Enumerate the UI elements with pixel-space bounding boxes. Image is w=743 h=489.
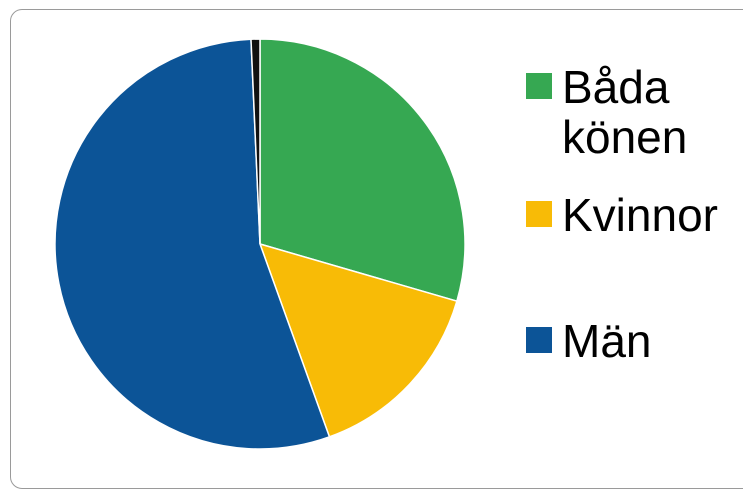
pie-slice-båda-könen: [259, 38, 466, 303]
legend-item-man: Män: [526, 316, 743, 366]
pie-chart: [54, 38, 466, 450]
pie-slice-män: [54, 38, 331, 450]
legend-label: Båda könen: [562, 61, 688, 163]
legend-label: Kvinnor: [562, 189, 718, 241]
legend-swatch: [526, 201, 552, 227]
pie-slice-other: [250, 38, 261, 245]
legend-item-bada-konen: Båda könen: [526, 62, 743, 162]
pie-slice-kvinnor: [258, 242, 458, 438]
legend-swatch: [526, 73, 552, 99]
legend-item-kvinnor: Kvinnor: [526, 190, 743, 240]
legend-swatch: [526, 327, 552, 353]
legend-label: Män: [562, 315, 652, 367]
